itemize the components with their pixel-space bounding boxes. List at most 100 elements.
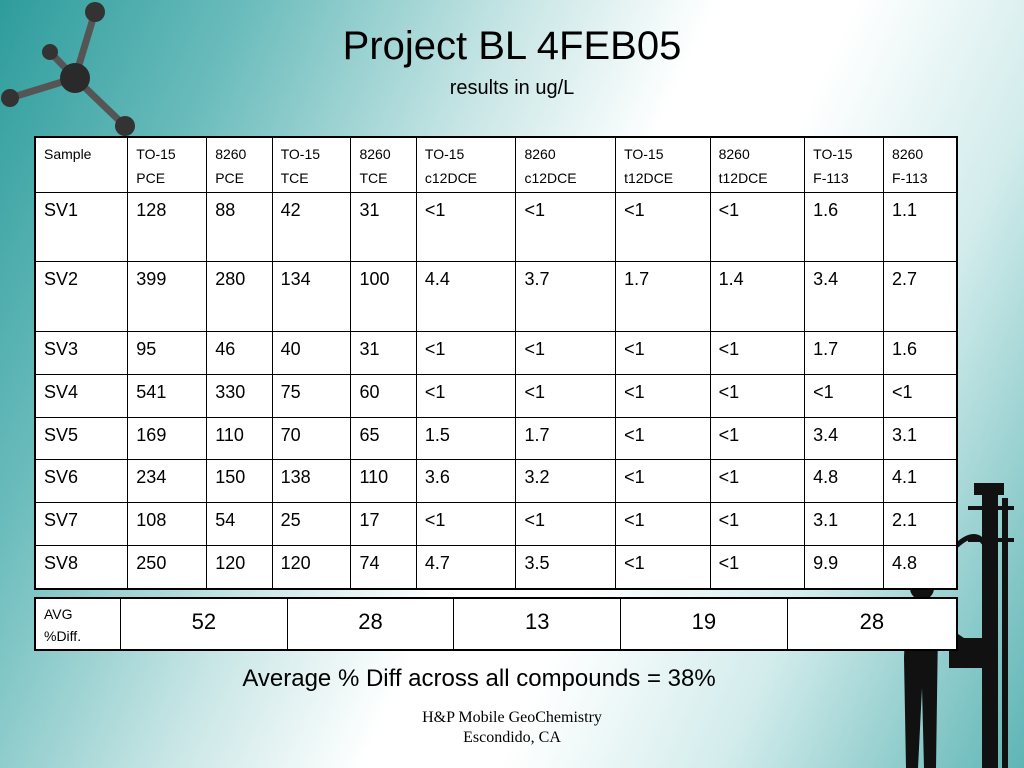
table-row: SV4 541 330 75 60 <1 <1 <1 <1 <1 <1	[34, 373, 958, 418]
sample-cell: SV2	[34, 261, 129, 332]
column-header: TO-15 TCE	[271, 136, 352, 193]
value-cell: 3.2	[515, 459, 617, 504]
value-cell: 74	[350, 545, 417, 590]
footer-company: H&P Mobile GeoChemistry	[422, 709, 602, 726]
column-header: 8260 PCE	[206, 136, 273, 193]
value-cell: 1.7	[615, 261, 711, 332]
value-cell: <1	[709, 416, 806, 461]
value-cell: 2.7	[883, 261, 958, 332]
value-cell: 3.1	[804, 502, 885, 547]
value-cell: 3.4	[804, 261, 885, 332]
value-cell: 3.1	[883, 416, 958, 461]
value-cell: 70	[271, 416, 352, 461]
table-row: SV2 399 280 134 100 4.4 3.7 1.7 1.4 3.4 2.7	[34, 261, 958, 332]
value-cell: <1	[615, 545, 711, 590]
footer-location: Escondido, CA	[463, 729, 561, 746]
sample-cell: SV4	[34, 373, 129, 418]
value-cell: <1	[615, 416, 711, 461]
value-cell: <1	[709, 373, 806, 418]
value-cell: 4.8	[883, 545, 958, 590]
sample-cell: SV1	[34, 191, 129, 263]
column-header: 8260 t12DCE	[709, 136, 806, 193]
results-table: Sample TO-15 PCE 8260 PCE TO-15 TCE 8260 TCE…	[34, 136, 958, 590]
value-cell: 46	[206, 330, 273, 375]
column-header: TO-15 F-113	[804, 136, 885, 193]
value-cell: <1	[615, 502, 711, 547]
avg-diff-c12dce: 13	[453, 597, 622, 651]
value-cell: 31	[350, 191, 417, 263]
sample-cell: SV7	[34, 502, 129, 547]
value-cell: 1.7	[804, 330, 885, 375]
value-cell: 25	[271, 502, 352, 547]
sample-cell: SV8	[34, 545, 129, 590]
value-cell: <1	[415, 502, 517, 547]
sample-cell: SV3	[34, 330, 129, 375]
table-row: SV6 234 150 138 110 3.6 3.2 <1 <1 4.8 4.1	[34, 459, 958, 504]
sample-cell: SV5	[34, 416, 129, 461]
column-header: TO-15 c12DCE	[415, 136, 517, 193]
value-cell: <1	[515, 373, 617, 418]
value-cell: <1	[709, 459, 806, 504]
table-row: SV8 250 120 120 74 4.7 3.5 <1 <1 9.9 4.8	[34, 545, 958, 590]
value-cell: 1.1	[883, 191, 958, 263]
value-cell: 3.4	[804, 416, 885, 461]
avg-diff-tce: 28	[286, 597, 455, 651]
value-cell: <1	[804, 373, 885, 418]
value-cell: <1	[615, 459, 711, 504]
value-cell: 169	[127, 416, 208, 461]
value-cell: 541	[127, 373, 208, 418]
value-cell: 2.1	[883, 502, 958, 547]
page-title: Project BL 4FEB05	[342, 24, 682, 68]
value-cell: 399	[127, 261, 208, 332]
value-cell: 234	[127, 459, 208, 504]
value-cell: 60	[350, 373, 417, 418]
molecule-graphic	[1, 2, 135, 136]
value-cell: <1	[515, 502, 617, 547]
value-cell: 1.7	[515, 416, 617, 461]
average-summary: Average % Diff across all compounds = 38…	[242, 665, 716, 692]
value-cell: 128	[127, 191, 208, 263]
value-cell: 3.7	[515, 261, 617, 332]
table-row: SV3 95 46 40 31 <1 <1 <1 <1 1.7 1.6	[34, 330, 958, 375]
value-cell: 134	[271, 261, 352, 332]
value-cell: <1	[615, 191, 711, 263]
avg-diff-table: AVG %Diff. 52 28 13 19 28	[34, 597, 958, 651]
value-cell: <1	[615, 330, 711, 375]
value-cell: <1	[515, 191, 617, 263]
table-body: SV1 128 88 42 31 <1 <1 <1 <1 1.6 1.1 SV2 399 280 134 10…	[34, 191, 958, 590]
value-cell: 54	[206, 502, 273, 547]
page-subtitle: results in ug/L	[449, 77, 575, 99]
value-cell: 9.9	[804, 545, 885, 590]
value-cell: 280	[206, 261, 273, 332]
value-cell: <1	[709, 330, 806, 375]
sample-cell: SV6	[34, 459, 129, 504]
column-header: 8260 TCE	[350, 136, 417, 193]
value-cell: <1	[709, 545, 806, 590]
value-cell: 1.6	[883, 330, 958, 375]
footer: H&P Mobile GeoChemistry Escondido, CA	[362, 708, 662, 748]
value-cell: <1	[415, 373, 517, 418]
column-header: 8260 F-113	[883, 136, 958, 193]
value-cell: 42	[271, 191, 352, 263]
avg-diff-label: AVG %Diff.	[34, 597, 121, 651]
value-cell: 4.8	[804, 459, 885, 504]
value-cell: <1	[615, 373, 711, 418]
value-cell: 120	[271, 545, 352, 590]
table-row: SV5 169 110 70 65 1.5 1.7 <1 <1 3.4 3.1	[34, 416, 958, 461]
value-cell: 88	[206, 191, 273, 263]
value-cell: 65	[350, 416, 417, 461]
table-row: SV1 128 88 42 31 <1 <1 <1 <1 1.6 1.1	[34, 191, 958, 263]
value-cell: 1.6	[804, 191, 885, 263]
avg-diff-row: AVG %Diff. 52 28 13 19 28	[34, 597, 958, 651]
value-cell: <1	[415, 330, 517, 375]
value-cell: <1	[515, 330, 617, 375]
avg-diff-t12dce: 19	[620, 597, 788, 651]
value-cell: 120	[206, 545, 273, 590]
avg-diff-f113: 28	[786, 597, 958, 651]
value-cell: <1	[709, 191, 806, 263]
value-cell: 40	[271, 330, 352, 375]
value-cell: 108	[127, 502, 208, 547]
value-cell: 17	[350, 502, 417, 547]
value-cell: 3.6	[415, 459, 517, 504]
value-cell: 75	[271, 373, 352, 418]
